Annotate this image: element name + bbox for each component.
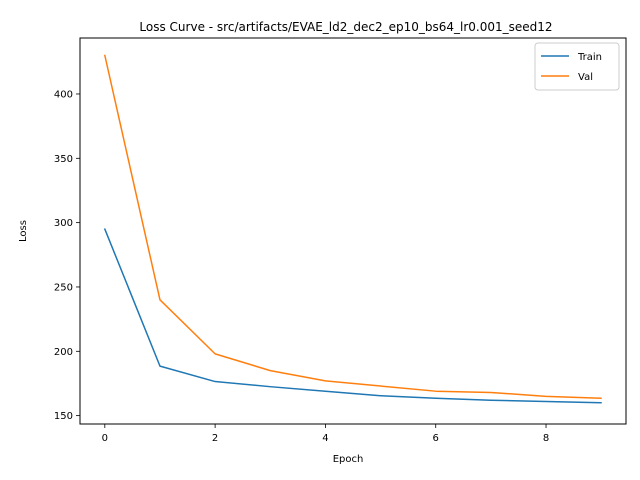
legend-label-val: Val — [578, 72, 593, 83]
series-layer — [104, 54, 602, 404]
x-axis-label: Epoch — [333, 454, 364, 465]
y-axis-label: Loss — [18, 220, 29, 242]
plot-area — [79, 37, 627, 425]
series-line-val — [104, 54, 602, 400]
legend: Train Val — [534, 42, 620, 91]
x-axis: 0 2 4 6 8 — [102, 424, 549, 444]
y-tick-label: 300 — [54, 218, 73, 229]
y-tick-label: 400 — [54, 89, 73, 100]
x-tick-label: 4 — [322, 433, 328, 444]
x-tick-label: 0 — [102, 433, 108, 444]
y-axis: 150 200 250 300 350 400 — [54, 89, 80, 422]
y-tick-label: 250 — [54, 282, 73, 293]
chart-title: Loss Curve - src/artifacts/EVAE_ld2_dec2… — [139, 20, 552, 34]
series-line-train — [104, 228, 602, 404]
y-tick-label: 200 — [54, 347, 73, 358]
y-tick-label: 350 — [54, 154, 73, 165]
y-tick-label: 150 — [54, 411, 73, 422]
legend-box — [534, 42, 620, 91]
x-tick-label: 6 — [433, 433, 439, 444]
x-tick-label: 8 — [543, 433, 549, 444]
legend-label-train: Train — [577, 52, 602, 63]
axes-frame — [79, 37, 627, 425]
x-tick-label: 2 — [212, 433, 218, 444]
